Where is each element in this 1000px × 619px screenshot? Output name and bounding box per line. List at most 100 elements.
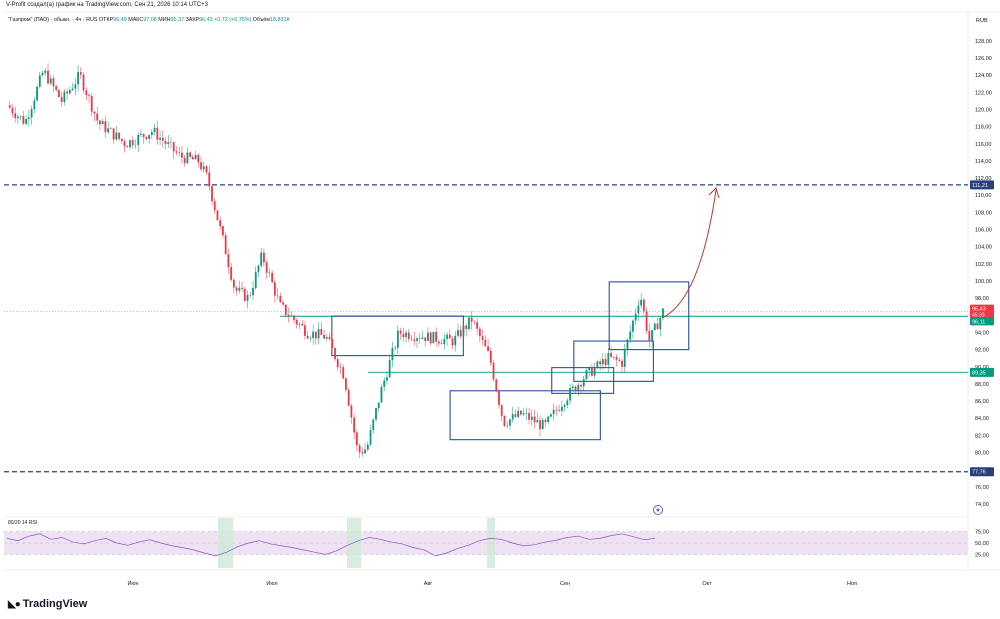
candle-body [202, 166, 205, 170]
candle-body [648, 330, 651, 342]
candle-body [358, 445, 361, 453]
candle-body [238, 287, 241, 291]
current-price-text: 96,43 [972, 307, 986, 313]
candle-body [11, 107, 14, 114]
candle-body [429, 332, 432, 344]
candle-body [183, 157, 186, 164]
candle-body [618, 359, 621, 361]
candle-body [27, 117, 30, 120]
candle-body [331, 339, 334, 349]
candle-body [336, 359, 339, 368]
y-tick-label: 106,00 [975, 228, 992, 234]
candle-body [435, 331, 438, 342]
x-tick-label: Июн [127, 581, 138, 587]
candle-body [312, 331, 315, 339]
candle-body [462, 325, 465, 337]
candle-body [284, 304, 287, 315]
candle-body [60, 96, 63, 102]
y-tick-label: 126,00 [975, 56, 992, 62]
candle-body [615, 356, 618, 360]
candle-body [85, 90, 88, 96]
candle-body [427, 332, 429, 342]
candle-body [38, 75, 41, 87]
candle-body [478, 328, 481, 337]
candle-body [140, 133, 142, 135]
candle-body [55, 86, 58, 91]
candle-body [489, 350, 492, 363]
y-tick-label: 110,00 [975, 193, 991, 199]
candle-body [339, 367, 342, 368]
candle-body [418, 338, 421, 339]
candle-body [659, 317, 662, 330]
candle-body [271, 272, 274, 283]
y-tick-label: 80,00 [975, 451, 989, 457]
candle-body [19, 116, 22, 117]
tradingview-logo[interactable]: ◣● TradingView [8, 598, 87, 610]
candle-body [260, 252, 263, 266]
candle-body [131, 140, 134, 146]
candle-body [109, 128, 112, 129]
candle-body [47, 70, 49, 84]
candle-body [257, 265, 260, 272]
candlesticks [8, 63, 664, 459]
level-price-text: 89,35 [972, 370, 986, 376]
symbol-legend: "Газпром" (ПАО) - обыкн. · 4ч · RUS ОТКР… [8, 17, 290, 23]
level-price-tag [970, 467, 994, 477]
rsi-panel[interactable]: 75,00 50,00 25,00 [4, 518, 989, 568]
candle-body [101, 121, 104, 125]
range-box [551, 367, 615, 394]
candle-body [66, 91, 69, 94]
candle-body [448, 334, 451, 339]
candle-body [290, 315, 293, 317]
candle-body [88, 95, 90, 96]
candle-body [142, 133, 145, 137]
candle-body [653, 323, 656, 330]
candle-body [405, 332, 407, 338]
countdown-text: 45:33 [972, 313, 985, 319]
candle-body [580, 384, 582, 387]
candle-body [41, 72, 44, 76]
candle-body [522, 413, 525, 415]
y-tick-label: 84,00 [975, 416, 989, 422]
candle-body [364, 449, 366, 454]
candle-body [457, 330, 459, 336]
candle-body [421, 337, 424, 339]
symbol-name[interactable]: "Газпром" (ПАО) - обыкн. · 4ч · RUS [8, 17, 98, 23]
close-value: 96,43 [199, 17, 213, 23]
candle-body [656, 323, 659, 330]
candle-body [571, 386, 574, 389]
candle-body [328, 337, 331, 340]
y-tick-label: 74,00 [975, 502, 989, 508]
candle-body [232, 279, 235, 288]
candle-body [161, 137, 164, 141]
candle-body [593, 367, 596, 376]
rsi-indicator-label[interactable]: 80/20 14 RSI [8, 520, 38, 526]
y-tick-label: 98,00 [975, 296, 989, 302]
candle-body [148, 134, 151, 139]
candle-body [246, 294, 249, 301]
projection-arrowhead [708, 187, 720, 199]
high-label: МАКС [128, 17, 144, 23]
candle-body [577, 384, 580, 392]
candle-body [645, 311, 648, 331]
candle-body [222, 226, 224, 236]
price-axis[interactable]: 128,00 126,00 124,00 122,00 120,00 118,00 116,… [975, 39, 992, 508]
candle-body [249, 294, 252, 296]
candle-body [191, 156, 194, 160]
candle-body [495, 379, 498, 392]
y-tick-label: 104,00 [975, 245, 992, 251]
candle-body [468, 317, 470, 330]
candle-body [320, 329, 323, 335]
candle-body [391, 347, 394, 361]
candle-body [601, 359, 604, 365]
candle-body [156, 127, 159, 140]
candle-body [208, 172, 211, 187]
candle-body [503, 415, 506, 426]
candle-body [610, 353, 612, 357]
event-marker[interactable] [653, 505, 663, 515]
time-axis[interactable]: Июн Июл Авг Сен Окт Ноя [127, 581, 857, 587]
change-value: +0,72 (+0,75%) [214, 17, 252, 23]
y-tick-label: 118,00 [975, 125, 991, 131]
